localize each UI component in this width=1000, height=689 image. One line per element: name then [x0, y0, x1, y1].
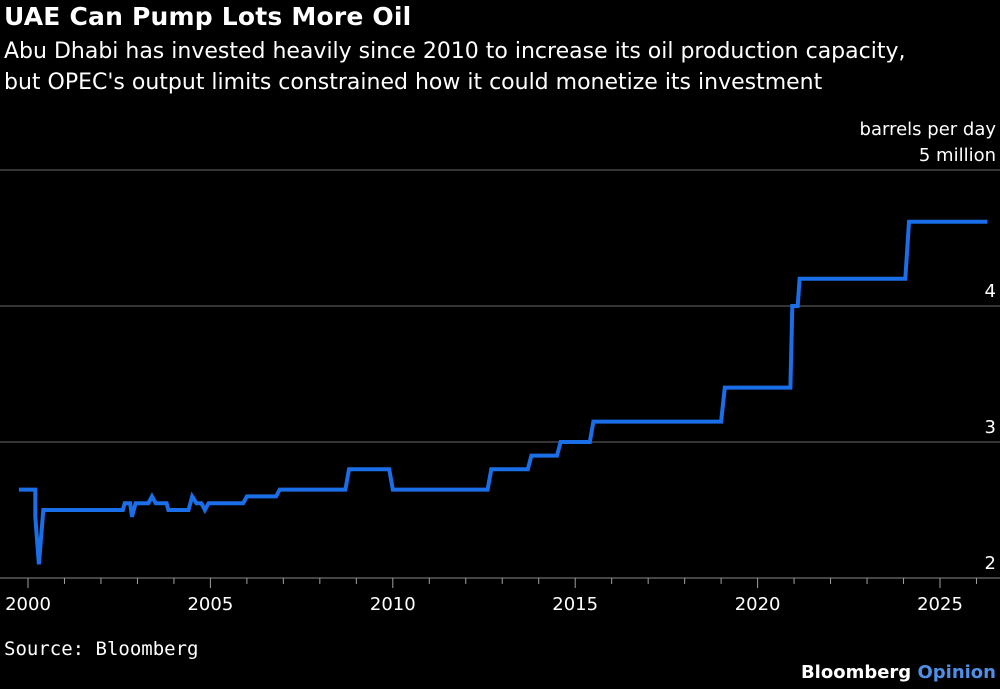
y-tick-label: 4 [985, 281, 996, 302]
brand-sub: Opinion [917, 662, 996, 683]
chart-subtitle: Abu Dhabi has invested heavily since 201… [4, 39, 906, 95]
y-axis: 5 million 4 3 2 barrels per day [860, 119, 997, 574]
series-line [18, 219, 988, 565]
x-tick-label: 2015 [552, 594, 598, 615]
grid [0, 169, 1000, 579]
series-layer [18, 219, 988, 565]
y-tick-label: 2 [985, 553, 996, 574]
chart-title: UAE Can Pump Lots More Oil [4, 2, 412, 31]
brand-logo: Bloomberg Opinion [801, 662, 996, 683]
y-tick-label: 5 million [919, 145, 996, 166]
x-tick-label: 2005 [187, 594, 233, 615]
x-tick-label: 2020 [735, 594, 781, 615]
x-tick-label: 2000 [5, 594, 51, 615]
x-tick-label: 2010 [370, 594, 416, 615]
y-unit-label: barrels per day [860, 119, 997, 140]
y-tick-label: 3 [985, 417, 996, 438]
source-note: Source: Bloomberg [4, 638, 199, 660]
x-axis: 2000 2005 2010 2015 2020 2025 [5, 578, 977, 615]
brand-name: Bloomberg [800, 662, 912, 683]
x-tick-label: 2025 [917, 594, 963, 615]
